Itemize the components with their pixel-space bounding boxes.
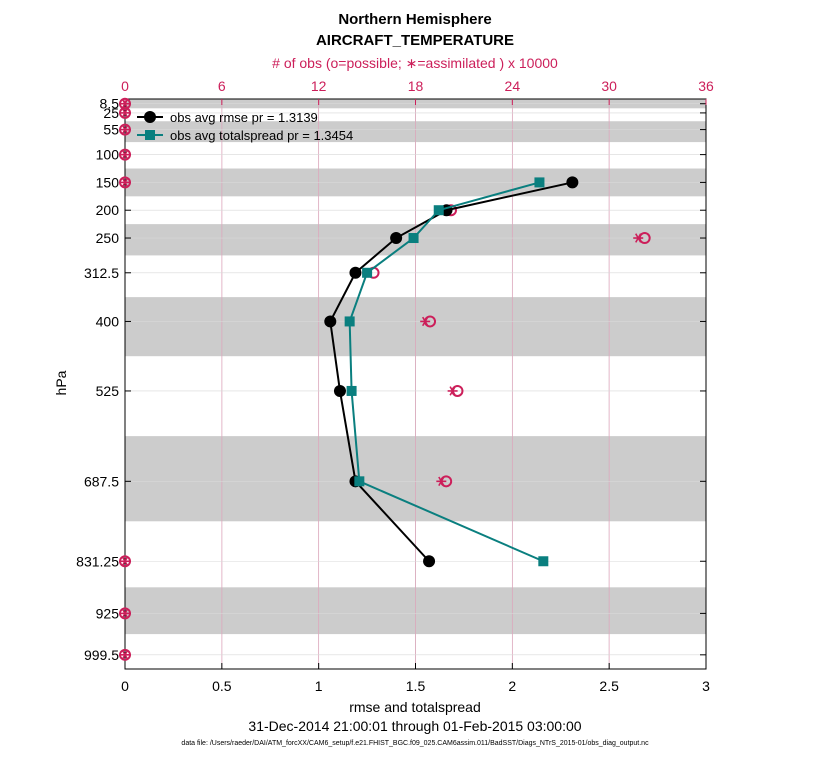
y-tick-label: 150 [96,174,120,190]
y-tick-label: 400 [96,313,120,329]
totalspread-point [534,177,545,188]
obs-assimilated-marker [120,98,130,109]
x-tick-label: 2.5 [599,678,619,694]
top-axis-title: # of obs (o=possible; ∗=assimilated ) x … [272,55,558,71]
obs-assimilated-marker [633,233,644,243]
obs-assimilated-marker [120,556,130,566]
totalspread-point [408,233,419,244]
obs-assimilated-marker [120,608,130,619]
asterisk-stroke [121,98,129,109]
totalspread-point [433,205,444,216]
x-tick-label: 1.5 [406,678,426,694]
y-tick-label: 312.5 [84,265,119,281]
top-tick-label: 36 [698,78,714,94]
x-tick-label: 2 [508,678,516,694]
data-file-note: data file: /Users/raeder/DAI/ATM_forcXX/… [181,740,649,747]
asterisk-stroke [121,149,129,160]
chart-subtitle: AIRCRAFT_TEMPERATURE [316,32,514,49]
obs-assimilated-marker [120,177,130,188]
top-tick-label: 30 [601,78,617,94]
obs-assimilated-marker [420,316,431,327]
top-tick-label: 12 [311,78,327,94]
top-tick-label: 6 [218,78,226,94]
top-tick-label: 18 [408,78,424,94]
series-lines [324,176,579,568]
rmse-point [566,176,579,189]
rmse-point [423,555,436,568]
rmse-point [324,315,337,328]
totalspread-point [362,267,373,278]
legend-rmse-marker [144,111,156,123]
y-tick-label: 25 [103,105,119,121]
asterisk-stroke [121,177,129,188]
y-tick-label: 525 [96,383,120,399]
asterisk-stroke [121,108,129,118]
y-tick-label: 999.5 [84,647,119,663]
y-tick-label: 831.25 [76,553,119,569]
x-tick-label: 3 [702,678,710,694]
obs-assimilated-marker [447,386,458,396]
x-ticks: 0 0.5 1 1.5 2 2.5 3 [121,663,710,694]
legend-rmse-label: obs avg rmse pr = 1.3139 [170,110,318,125]
obs-assimilated-marker [436,476,447,487]
y-tick-label: 250 [96,230,120,246]
obs-assimilated-marker [120,124,130,135]
x-tick-label: 1 [315,678,323,694]
asterisk-stroke [421,316,429,327]
obs-assimilated-marker [120,108,130,118]
date-range: 31-Dec-2014 21:00:01 through 01-Feb-2015… [248,718,581,734]
top-ticks: 0 6 12 18 24 30 36 [121,78,714,105]
asterisk-stroke [121,608,129,619]
rmse-point [333,384,346,397]
totalspread-point [346,385,357,396]
obs-assimilated-marker [120,149,130,160]
asterisk-stroke [449,386,456,396]
asterisk-stroke [438,476,445,487]
top-tick-label: 24 [505,78,521,94]
totalspread-point [538,556,549,567]
asterisk-stroke [121,650,129,660]
legend-spread-label: obs avg totalspread pr = 1.3454 [170,128,353,143]
y-axis-title: hPa [53,370,69,395]
x-axis-title: rmse and totalspread [349,699,481,715]
y-tick-label: 55 [103,122,119,138]
x-tick-label: 0 [121,678,129,694]
y-tick-label: 200 [96,202,120,218]
legend: obs avg rmse pr = 1.3139 obs avg totalsp… [137,110,353,143]
rmse-point [349,266,362,279]
y-tick-label: 925 [96,605,120,621]
legend-spread-marker [145,130,155,140]
chart-title: Northern Hemisphere [338,11,491,28]
asterisk-stroke [121,556,129,566]
asterisk-stroke [121,124,129,135]
rmse-point [390,232,403,245]
totalspread-point [344,316,355,327]
x-tick-label: 0.5 [212,678,232,694]
y-tick-label: 8.5 [100,96,120,112]
y-tick-label: 687.5 [84,473,119,489]
y-tick-label: 100 [96,147,120,163]
totalspread-point [354,476,365,487]
top-tick-label: 0 [121,78,129,94]
asterisk-stroke [635,233,642,243]
obs-assimilated-marker [120,650,130,660]
obs-count-markers [119,97,651,661]
